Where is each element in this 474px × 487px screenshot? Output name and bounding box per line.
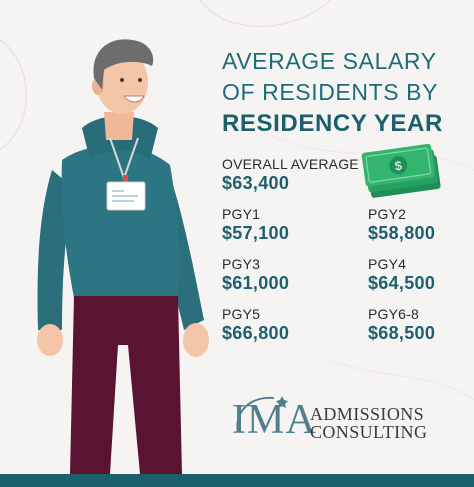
overall-average-value: $63,400 <box>222 173 290 193</box>
stat-value: $64,500 <box>368 273 436 293</box>
stat-label: PGY3 <box>222 256 261 272</box>
svg-text:$: $ <box>394 158 404 174</box>
logo-line-1: ADMISSIONS <box>310 404 425 424</box>
logo-swoosh-icon <box>236 396 288 433</box>
stat-value: $57,100 <box>222 223 290 243</box>
ima-logo: IMA ADMISSIONS CONSULTING <box>232 392 452 450</box>
stat-pgy1: PGY1 $57,100 <box>222 206 289 244</box>
stat-label: PGY4 <box>368 256 407 272</box>
stat-label: PGY6-8 <box>368 306 419 322</box>
stat-value: $58,800 <box>368 223 436 243</box>
stat-pgy2: PGY2 $58,800 <box>368 206 435 244</box>
infographic-title: AVERAGE SALARY OF RESIDENTS BY RESIDENCY… <box>222 46 462 139</box>
logo-mark: IMA <box>232 397 317 443</box>
title-line-3: RESIDENCY YEAR <box>222 110 443 137</box>
stat-label: PGY2 <box>368 206 407 222</box>
stat-pgy5: PGY5 $66,800 <box>222 306 289 344</box>
title-line-1: AVERAGE SALARY <box>222 48 437 74</box>
overall-average: OVERALL AVERAGE $63,400 <box>222 156 359 194</box>
stat-value: $68,500 <box>368 323 436 343</box>
stat-value: $61,000 <box>222 273 290 293</box>
footer-bar <box>0 474 474 487</box>
title-line-2: OF RESIDENTS BY <box>222 79 439 105</box>
logo-line-2: CONSULTING <box>310 422 428 442</box>
stat-pgy6-8: PGY6-8 $68,500 <box>368 306 435 344</box>
overall-average-label: OVERALL AVERAGE <box>222 156 359 172</box>
stat-label: PGY1 <box>222 206 261 222</box>
stat-pgy4: PGY4 $64,500 <box>368 256 435 294</box>
stat-label: PGY5 <box>222 306 261 322</box>
dollar-sign-icon <box>389 156 408 175</box>
stat-value: $66,800 <box>222 323 290 343</box>
stat-pgy3: PGY3 $61,000 <box>222 256 289 294</box>
